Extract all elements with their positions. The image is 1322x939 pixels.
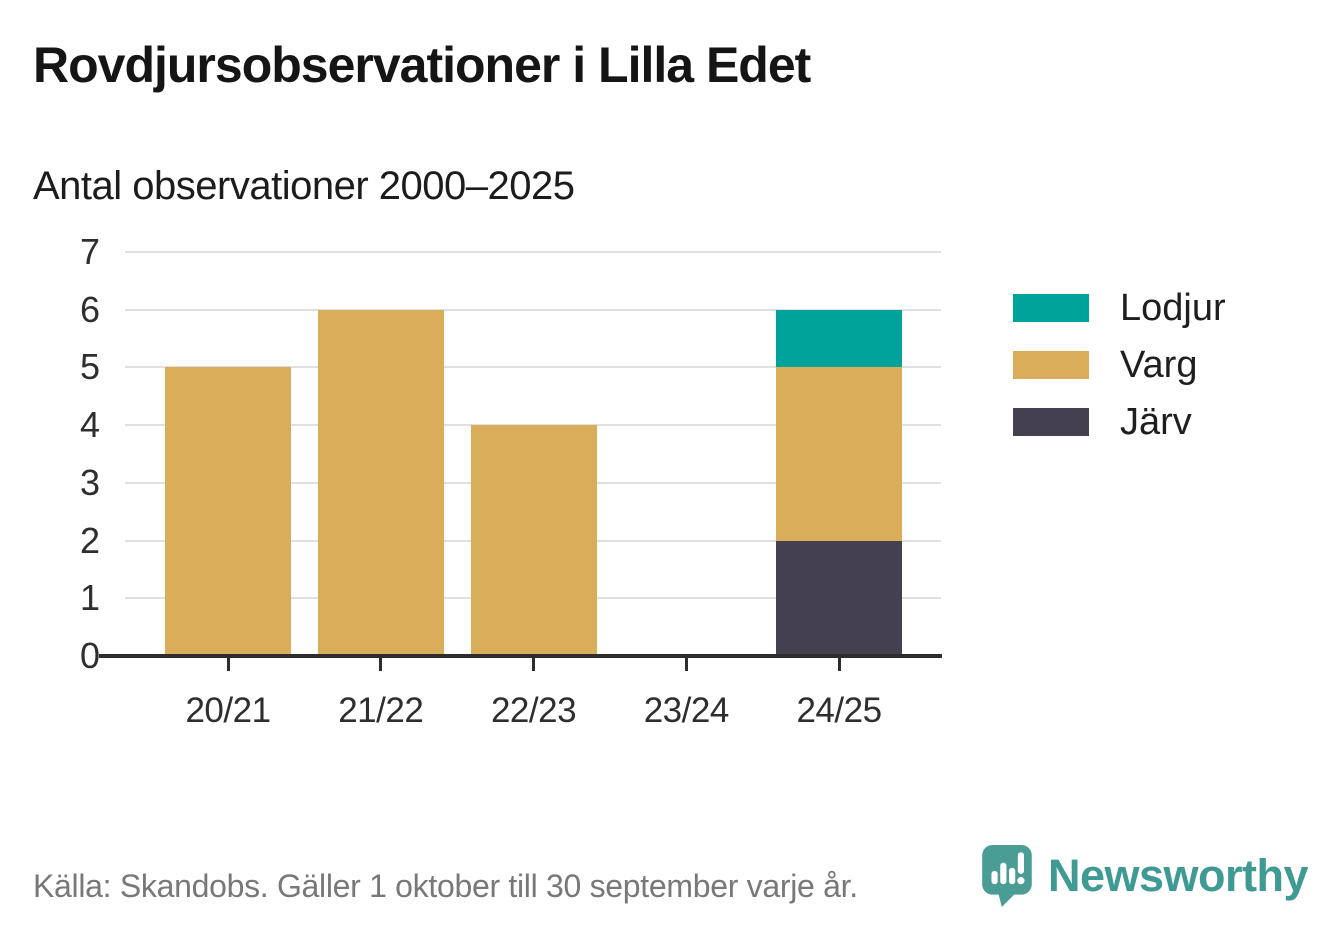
y-tick-label-4: 4 — [79, 404, 100, 446]
y-tick-label-0: 0 — [79, 635, 100, 676]
x-tick-label-21-22: 21/22 — [338, 691, 424, 730]
brand-lockup: Newsworthy — [982, 845, 1309, 907]
bar-segment-24-25-järv — [776, 540, 902, 656]
y-axis-labels: 0 1 2 3 4 5 6 7 — [0, 0, 103, 939]
legend-swatch-lodjur — [1013, 294, 1089, 322]
legend-label-järv: Järv — [1120, 401, 1192, 443]
bar-segment-24-25-varg — [776, 367, 902, 541]
y-tick-label-1: 1 — [79, 577, 100, 619]
legend-swatch-varg — [1013, 351, 1089, 379]
bar-segment-22-23-varg — [470, 425, 597, 656]
x-axis-tick-21-22 — [379, 658, 383, 671]
legend-label-lodjur: Lodjur — [1120, 287, 1226, 329]
plot-area — [125, 251, 941, 656]
x-tick-label-23-24: 23/24 — [643, 691, 730, 730]
legend-item-varg: Varg — [1013, 346, 1226, 384]
y-tick-label-6: 6 — [79, 288, 100, 330]
bar-segment-21-22-varg — [317, 309, 444, 656]
y-tick-label-7: 7 — [79, 231, 100, 272]
legend-swatch-järv — [1013, 408, 1089, 436]
bar-segment-24-25-lodjur — [776, 309, 902, 368]
newsworthy-logo-icon — [982, 845, 1032, 907]
gridline-y-6 — [125, 308, 941, 311]
x-axis-line — [99, 654, 942, 658]
legend-label-varg: Varg — [1120, 344, 1198, 386]
y-tick-label-5: 5 — [79, 346, 100, 388]
bar-segment-20-21-varg — [165, 367, 291, 656]
x-axis-tick-20-21 — [226, 658, 230, 671]
gridline-y-7 — [125, 251, 941, 253]
brand-name: Newsworthy — [1048, 850, 1309, 901]
gridline-y-5 — [125, 366, 941, 369]
source-note: Källa: Skandobs. Gäller 1 oktober till 3… — [33, 868, 858, 904]
legend-item-lodjur: Lodjur — [1013, 289, 1226, 327]
y-tick-label-2: 2 — [79, 519, 100, 561]
x-tick-label-24-25: 24/25 — [796, 691, 882, 730]
x-tick-label-22-23: 22/23 — [490, 691, 577, 730]
chart-subtitle: Antal observationer 2000–2025 — [33, 164, 575, 208]
x-axis-tick-23-24 — [684, 658, 688, 671]
chart-title: Rovdjursobservationer i Lilla Edet — [33, 37, 811, 93]
legend-item-järv: Järv — [1013, 403, 1226, 441]
x-axis-tick-24-25 — [837, 658, 841, 671]
y-tick-label-3: 3 — [79, 461, 100, 503]
x-tick-label-20-21: 20/21 — [185, 691, 271, 730]
x-axis-tick-22-23 — [532, 658, 535, 671]
legend: Lodjur Varg Järv — [1013, 289, 1226, 465]
